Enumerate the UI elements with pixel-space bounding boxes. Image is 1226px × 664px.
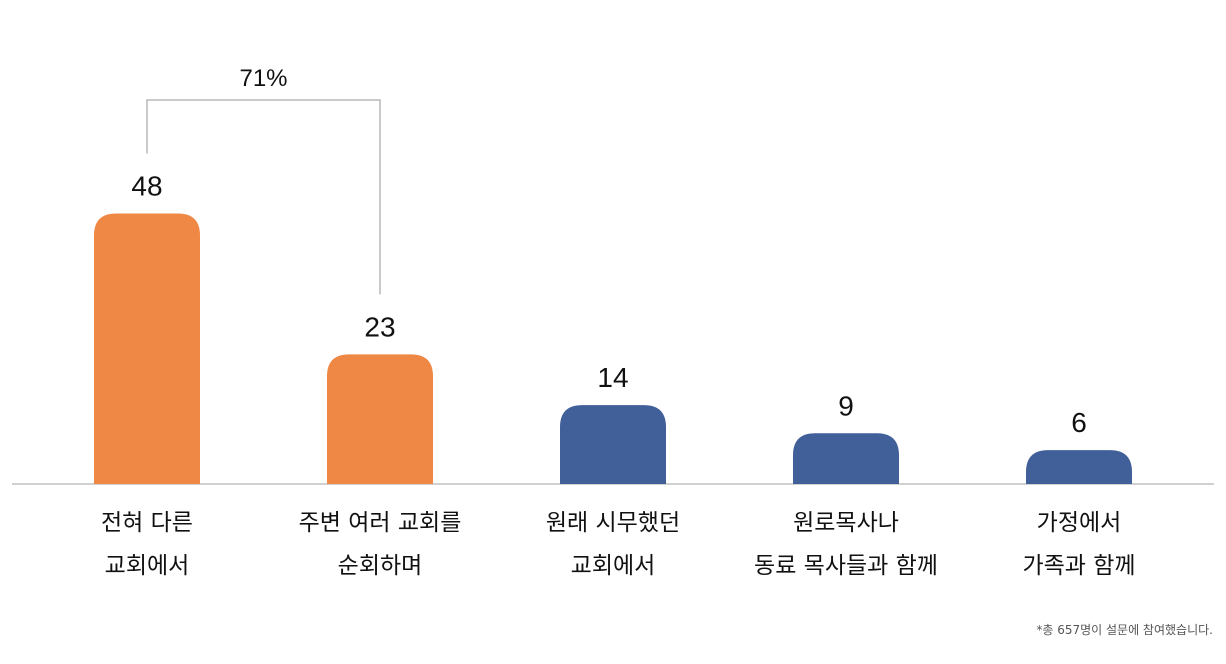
value-label-4: 9 [838, 390, 854, 421]
bar-5 [1026, 450, 1132, 484]
bracket-label: 71% [239, 65, 287, 92]
category-label-4-line-1: 원로목사나 [793, 510, 899, 536]
bracket-line [146, 99, 381, 295]
bar-2 [327, 354, 433, 484]
value-label-3: 14 [597, 362, 628, 393]
category-label-1-line-1: 전혀 다른 [101, 510, 193, 536]
bar-4 [793, 433, 899, 484]
category-label-1-line-2: 교회에서 [105, 553, 190, 579]
bars [94, 213, 1132, 485]
bar-1 [94, 213, 200, 485]
sum-bracket: 71% [146, 65, 381, 295]
footnote: *총 657명이 설문에 참여했습니다. [1036, 623, 1213, 637]
category-label-3-line-1: 원래 시무했던 [546, 510, 680, 536]
bar-3 [560, 405, 666, 484]
value-label-2: 23 [364, 311, 395, 342]
category-label-5-line-2: 가족과 함께 [1022, 553, 1135, 579]
category-label-3-line-2: 교회에서 [571, 553, 656, 579]
category-label-2-line-2: 순회하며 [338, 553, 423, 579]
value-label-5: 6 [1071, 407, 1087, 438]
category-label-2-line-1: 주변 여러 교회를 [299, 510, 462, 536]
category-label-4-line-2: 동료 목사들과 함께 [754, 553, 938, 579]
category-label-5-line-1: 가정에서 [1037, 510, 1122, 536]
value-label-1: 48 [131, 170, 162, 201]
value-labels: 48 23 14 9 6 [131, 170, 1086, 438]
